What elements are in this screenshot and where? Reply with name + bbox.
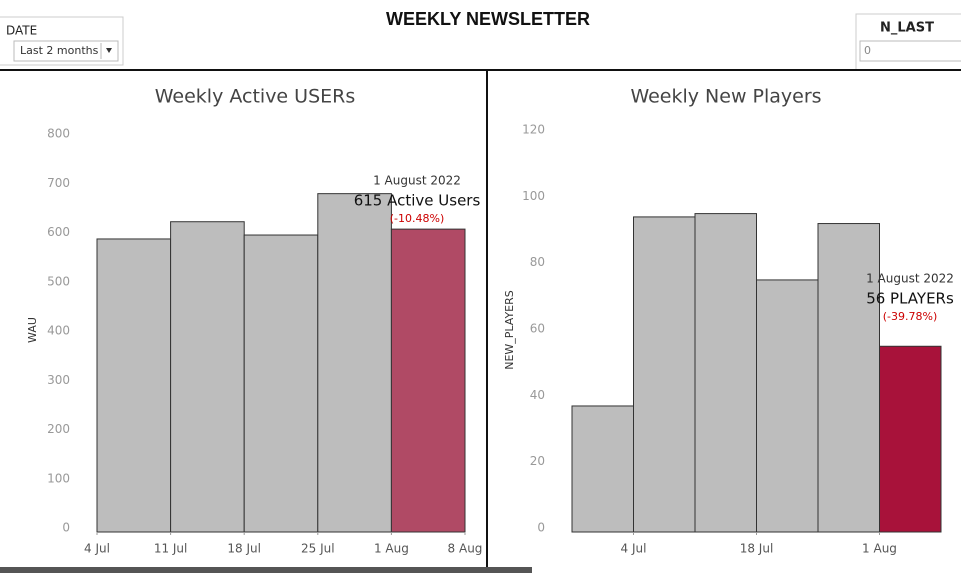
annotation: 1 August 2022 xyxy=(866,272,954,286)
y-tick-label: 500 xyxy=(47,274,70,288)
n-last-parameter[interactable]: N_LAST 0 xyxy=(855,13,961,71)
chart-title: Weekly New Players xyxy=(630,86,821,108)
x-tick-label: 4 Jul xyxy=(84,542,110,556)
bar xyxy=(96,238,172,533)
y-axis-title: WAU xyxy=(26,317,39,343)
annotation: 1 August 2022 xyxy=(373,174,461,188)
bar xyxy=(571,405,634,533)
annotation: 615 Active Users xyxy=(354,192,481,210)
x-tick-label: 1 Aug xyxy=(374,542,409,556)
bar xyxy=(390,228,466,533)
y-tick-label: 120 xyxy=(522,123,545,137)
date-filter[interactable]: DATE Last 2 months xyxy=(0,16,124,66)
x-tick-label: 18 Jul xyxy=(740,542,774,556)
filter-value: Last 2 months xyxy=(20,44,99,57)
y-tick-label: 80 xyxy=(530,255,545,269)
scroll-strip xyxy=(0,567,532,573)
y-tick-label: 60 xyxy=(530,322,545,336)
x-tick-label: 18 Jul xyxy=(227,542,261,556)
y-tick-label: 800 xyxy=(47,127,70,141)
bar xyxy=(694,213,757,533)
y-tick-label: 40 xyxy=(530,388,545,402)
parameter-value: 0 xyxy=(864,44,871,57)
x-tick-label: 25 Jul xyxy=(301,542,335,556)
bar xyxy=(170,221,245,533)
y-axis-title: NEW_PLAYERS xyxy=(503,290,516,370)
bar xyxy=(243,234,319,533)
y-tick-label: 20 xyxy=(530,454,545,468)
y-tick-label: 300 xyxy=(47,373,70,387)
dropdown-arrow xyxy=(106,48,112,53)
bar xyxy=(756,279,819,533)
y-tick-label: 0 xyxy=(537,521,545,535)
y-tick-label: 200 xyxy=(47,422,70,436)
dashboard-title: WEEKLY NEWSLETTER xyxy=(386,9,590,29)
bar xyxy=(879,345,942,533)
y-tick-label: 0 xyxy=(62,521,70,535)
x-tick-label: 4 Jul xyxy=(621,542,647,556)
y-tick-label: 100 xyxy=(47,471,70,485)
filter-label: DATE xyxy=(6,24,37,38)
parameter-label: N_LAST xyxy=(880,21,934,36)
annotation: (-10.48%) xyxy=(390,212,445,225)
y-tick-label: 100 xyxy=(522,189,545,203)
chart-title: Weekly Active USERs xyxy=(155,86,356,108)
y-tick-label: 600 xyxy=(47,225,70,239)
y-tick-label: 400 xyxy=(47,324,70,338)
bar xyxy=(317,193,392,533)
x-tick-label: 8 Aug xyxy=(448,542,483,556)
x-tick-label: 11 Jul xyxy=(154,542,188,556)
x-tick-label: 1 Aug xyxy=(862,542,897,556)
bar xyxy=(817,223,880,533)
bar xyxy=(633,216,696,533)
text-input[interactable] xyxy=(859,40,961,62)
y-tick-label: 700 xyxy=(47,176,70,190)
annotation: 56 PLAYERs xyxy=(866,290,954,308)
annotation: (-39.78%) xyxy=(883,310,938,323)
dropdown[interactable] xyxy=(13,40,119,62)
